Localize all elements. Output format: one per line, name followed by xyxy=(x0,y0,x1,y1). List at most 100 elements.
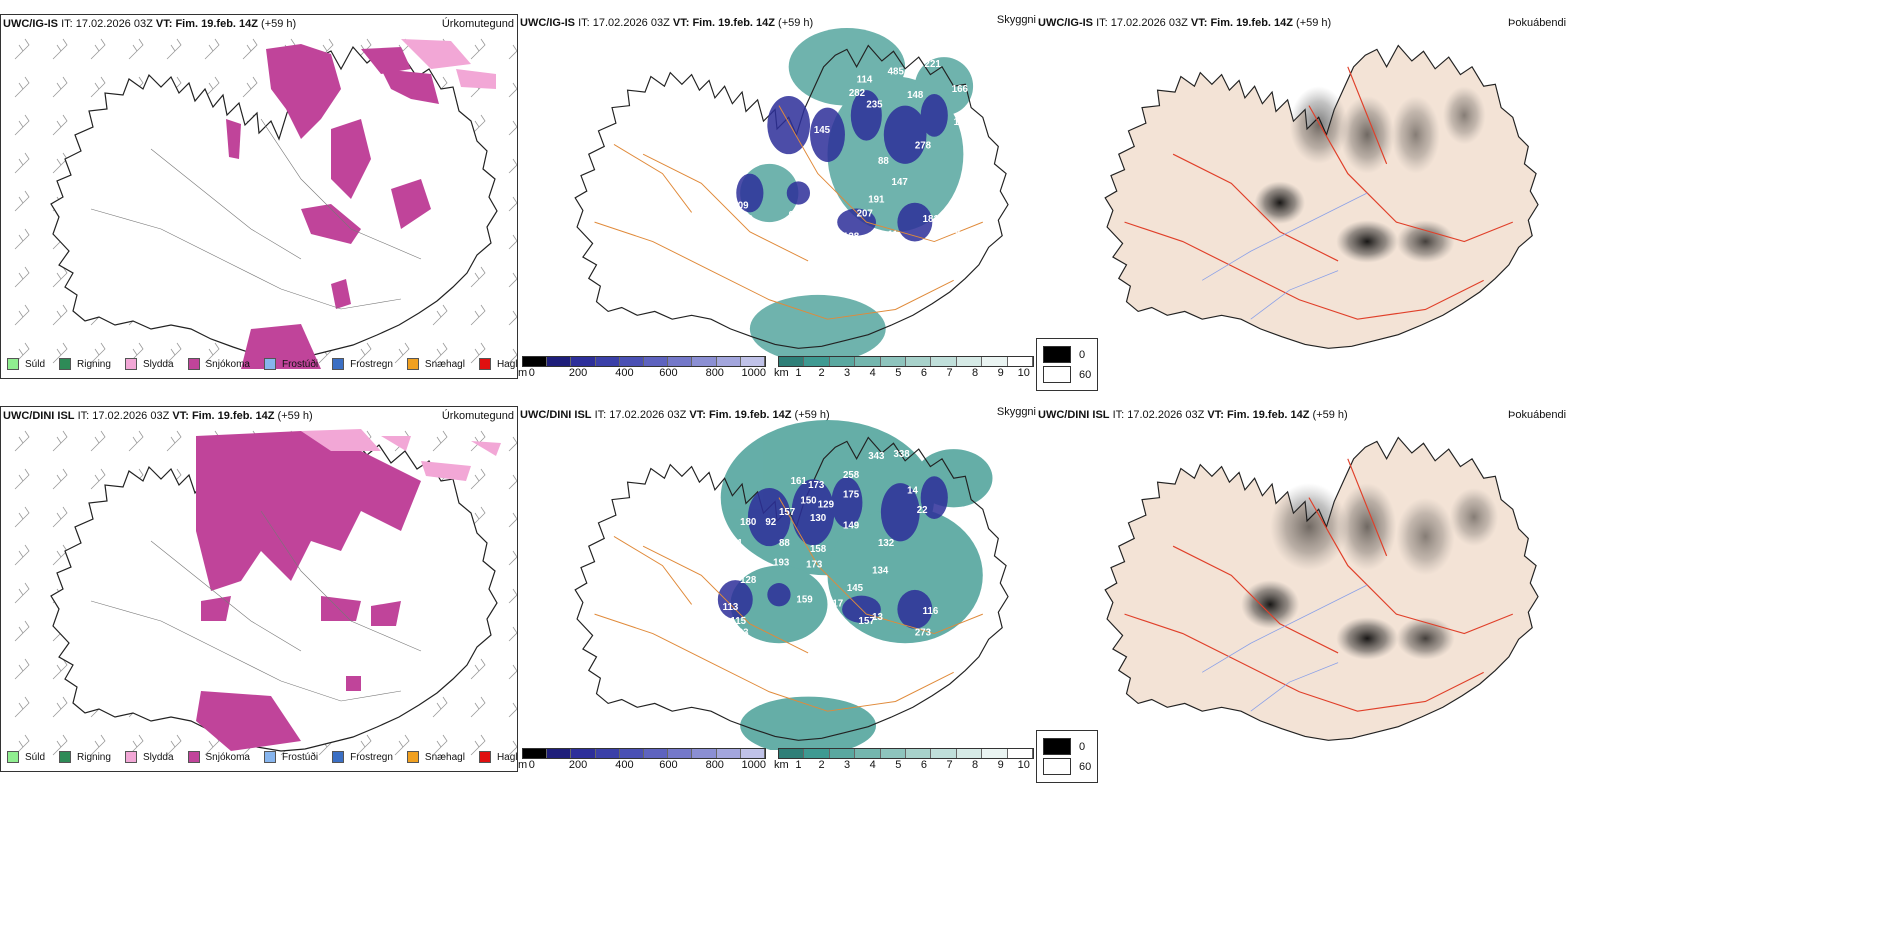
wind-barb-icon xyxy=(508,436,517,452)
wind-barb-icon xyxy=(508,740,517,756)
legend-label: Frostregn xyxy=(350,358,393,370)
wind-barb-icon xyxy=(14,468,30,490)
legend-item: Rigning xyxy=(59,358,111,370)
elevation-label: 258 xyxy=(843,470,860,481)
elevation-label: 207 xyxy=(857,208,873,219)
wind-barb-icon xyxy=(14,544,30,566)
wind-barb-icon xyxy=(52,266,68,288)
elevation-label: 12 xyxy=(740,554,751,565)
elevation-label: 282 xyxy=(849,88,865,99)
legend-item: Súld xyxy=(7,751,45,763)
tick: 1 xyxy=(795,759,802,771)
tick: 9 xyxy=(997,759,1004,771)
tick: 3 xyxy=(844,367,851,379)
legend-swatch xyxy=(124,751,137,763)
wind-barb-icon xyxy=(470,506,486,528)
precip-panel-row1: UWC/IG-IS IT: 17.02.2026 03Z VT: Fim. 19… xyxy=(0,14,518,379)
river-lines xyxy=(1202,584,1368,712)
wind-barb-icon xyxy=(356,342,372,364)
wind-barb-icon xyxy=(470,342,486,364)
snow-areas xyxy=(226,44,439,369)
wind-barb-icon xyxy=(508,272,517,288)
tick: 2 xyxy=(818,367,825,379)
mountain-areas xyxy=(736,90,948,242)
elevation-label: 94 xyxy=(789,210,800,221)
legend-swatch xyxy=(406,358,419,370)
wind-barb-icon xyxy=(508,664,517,680)
wind-barb-icon xyxy=(470,468,486,490)
fog-panel-row2: UWC/DINI ISL IT: 17.02.2026 03Z VT: Fim.… xyxy=(1038,406,1900,772)
colorbar-km-bar xyxy=(778,356,1034,367)
road-lines xyxy=(594,497,983,712)
fog-legend-high: 60 xyxy=(1079,760,1092,773)
elevation-label: 158 xyxy=(810,544,827,555)
colorbar-km-unit: km xyxy=(774,367,789,379)
colorbar-meters-bar xyxy=(522,356,766,367)
elevation-label: 159 xyxy=(796,594,813,605)
river-lines xyxy=(1202,192,1368,320)
tick: 3 xyxy=(844,759,851,771)
panel-title-fog: Þokuábendi xyxy=(1508,409,1567,421)
wind-barb-icon xyxy=(242,76,258,98)
elevation-label: 180 xyxy=(740,517,756,528)
legend-label: Rigning xyxy=(77,751,111,763)
fog-legend-high: 60 xyxy=(1079,368,1092,381)
wind-barb-icon xyxy=(90,734,106,756)
legend-swatch xyxy=(7,358,19,370)
wind-barb-icon xyxy=(432,734,448,756)
elevation-label: 157 xyxy=(859,616,875,627)
legend-item: Snjókoma xyxy=(187,358,250,370)
wind-barb-icon xyxy=(90,430,106,452)
wind-barb-icon xyxy=(14,38,30,60)
wind-barb-icon xyxy=(508,588,517,604)
elevation-label: 128 xyxy=(740,575,757,586)
elevation-label: 116 xyxy=(923,606,939,617)
elevation-label: 157 xyxy=(779,507,795,518)
wind-barb-icon xyxy=(204,38,220,60)
wind-barb-icon xyxy=(470,304,486,326)
road-lines xyxy=(594,105,983,320)
elevation-label: 341 xyxy=(915,245,932,256)
wind-barb-icon xyxy=(52,342,68,364)
fog-legend-low: 0 xyxy=(1079,740,1086,753)
wind-barb-icon xyxy=(90,468,106,490)
elevation-label: 193 xyxy=(773,558,790,569)
panel-header: UWC/IG-IS IT: 17.02.2026 03Z VT: Fim. 19… xyxy=(3,18,297,30)
snow-areas xyxy=(196,431,421,751)
elevation-label: 173 xyxy=(808,480,825,491)
wind-barb-icon xyxy=(52,304,68,326)
tick: 600 xyxy=(659,367,678,379)
wind-barb-icon xyxy=(14,266,30,288)
wind-barb-icon xyxy=(52,76,68,98)
wind-barb-icon xyxy=(166,342,182,364)
elevation-label: 130 xyxy=(810,513,826,524)
wind-barb-icon xyxy=(52,734,68,756)
wind-barb-icon xyxy=(166,430,182,452)
visibility-panel-row1: UWC/IG-IS IT: 17.02.2026 03Z VT: Fim. 19… xyxy=(518,14,1038,380)
tick: 8 xyxy=(972,759,979,771)
wind-barb-icon xyxy=(52,430,68,452)
wind-barb-icon xyxy=(508,702,517,718)
road-lines xyxy=(1124,458,1514,712)
elevation-label: 235 xyxy=(866,100,883,111)
legend-label: Rigning xyxy=(77,358,111,370)
legend-item: Snæhagl xyxy=(406,751,465,763)
legend-item: Slydda xyxy=(124,358,174,370)
road-lines xyxy=(90,510,422,702)
tick: 400 xyxy=(615,759,634,771)
elevation-label: 109 xyxy=(732,201,749,212)
wind-barb-icon xyxy=(470,266,486,288)
precip-legend: Súld Rigning Slydda Snjókoma Frostúði Frostre… xyxy=(7,751,517,763)
legend-swatch xyxy=(124,358,137,370)
tick: 9 xyxy=(997,367,1004,379)
panel-header: UWC/IG-IS IT: 17.02.2026 03Z VT: Fim. 19… xyxy=(520,17,814,29)
elevation-label: 11 xyxy=(732,538,743,549)
legend-item: Snæhagl xyxy=(406,358,465,370)
colorbar-km-bar xyxy=(778,748,1034,759)
wind-barb-icon xyxy=(470,658,486,680)
legend-swatch xyxy=(263,358,276,370)
legend-swatch xyxy=(187,751,200,763)
